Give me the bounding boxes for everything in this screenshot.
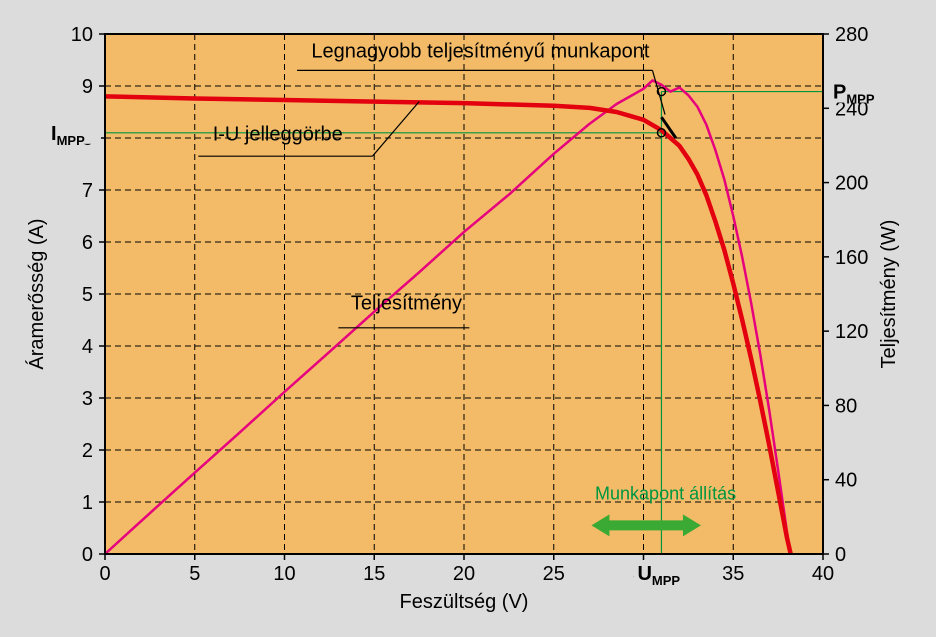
svg-text:0: 0 — [99, 563, 110, 585]
svg-text:160: 160 — [835, 247, 868, 269]
svg-text:80: 80 — [835, 395, 857, 417]
svg-text:Teljesítmény: Teljesítmény — [351, 293, 462, 315]
svg-text:Munkapont állítás: Munkapont állítás — [595, 483, 736, 503]
svg-text:280: 280 — [835, 24, 868, 46]
iv-power-chart: 0510152025303540Feszültség (V)0123456789… — [10, 10, 926, 627]
svg-text:7: 7 — [82, 180, 93, 202]
svg-text:120: 120 — [835, 321, 868, 343]
chart-svg: 0510152025303540Feszültség (V)0123456789… — [10, 10, 926, 627]
svg-text:15: 15 — [363, 563, 385, 585]
svg-text:I-U jelleggörbe: I-U jelleggörbe — [213, 124, 343, 146]
svg-text:0: 0 — [82, 544, 93, 566]
svg-text:10: 10 — [273, 563, 295, 585]
svg-text:200: 200 — [835, 173, 868, 195]
svg-text:Teljesítmény (W): Teljesítmény (W) — [878, 220, 900, 369]
svg-text:Legnagyobb teljesítményű munka: Legnagyobb teljesítményű munkapont — [311, 40, 649, 62]
svg-text:1: 1 — [82, 492, 93, 514]
svg-text:10: 10 — [71, 24, 93, 46]
svg-text:40: 40 — [812, 563, 834, 585]
svg-text:5: 5 — [82, 284, 93, 306]
svg-text:40: 40 — [835, 470, 857, 492]
svg-text:Feszültség (V): Feszültség (V) — [400, 591, 529, 613]
svg-text:4: 4 — [82, 336, 93, 358]
svg-text:6: 6 — [82, 232, 93, 254]
svg-text:35: 35 — [722, 563, 744, 585]
svg-text:2: 2 — [82, 440, 93, 462]
svg-text:5: 5 — [189, 563, 200, 585]
svg-text:25: 25 — [543, 563, 565, 585]
svg-text:0: 0 — [835, 544, 846, 566]
svg-text:3: 3 — [82, 388, 93, 410]
svg-text:9: 9 — [82, 76, 93, 98]
svg-text:20: 20 — [453, 563, 475, 585]
svg-text:Áramerősség (A): Áramerősség (A) — [25, 218, 48, 369]
